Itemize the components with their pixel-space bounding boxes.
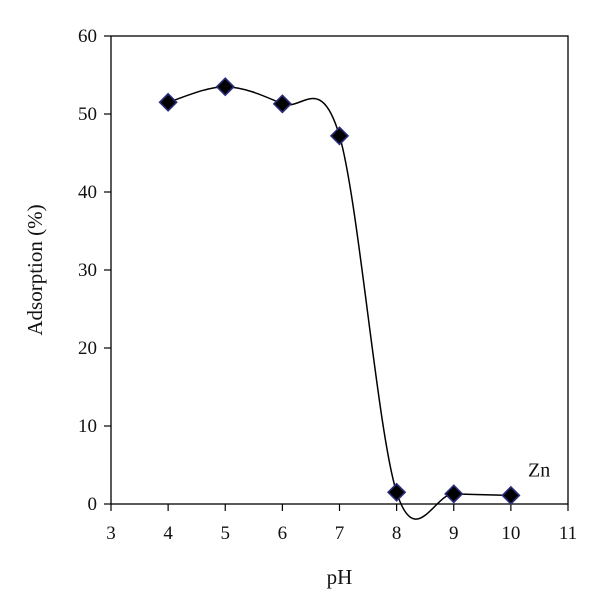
y-tick-label: 30	[78, 260, 97, 281]
x-tick-label: 7	[335, 523, 345, 544]
data-point	[444, 484, 464, 504]
curve-layer	[167, 85, 511, 520]
series-line	[167, 85, 511, 520]
y-tick-label: 40	[78, 182, 97, 203]
x-tick-label: 6	[278, 523, 288, 544]
x-tick-label: 11	[559, 523, 577, 544]
x-tick-label: 8	[392, 523, 402, 544]
x-tick-label: 3	[106, 523, 116, 544]
x-axis-title: pH	[327, 565, 353, 589]
data-point	[329, 126, 350, 146]
x-tick-label: 5	[221, 523, 231, 544]
plot-frame	[110, 35, 569, 505]
x-tick-label: 10	[501, 523, 520, 544]
x-tick-label: 4	[163, 523, 173, 544]
series-annotation: Zn	[528, 460, 550, 482]
data-point	[215, 77, 235, 97]
tick-group: 3 4 5 6 7 8 9 10 11 0 10 20 30 40 50 60	[78, 26, 577, 544]
marker-layer	[158, 77, 521, 506]
data-point	[272, 94, 293, 114]
x-tick-label: 9	[449, 523, 459, 544]
data-point	[158, 92, 178, 112]
y-axis-title: Adsorption (%)	[23, 204, 47, 335]
y-tick-label: 50	[78, 104, 97, 125]
y-tick-label: 0	[88, 494, 98, 515]
y-tick-label: 10	[78, 416, 97, 437]
data-point	[501, 485, 521, 506]
y-tick-label: 20	[78, 338, 97, 359]
data-point	[386, 482, 407, 502]
y-tick-label: 60	[78, 26, 97, 47]
